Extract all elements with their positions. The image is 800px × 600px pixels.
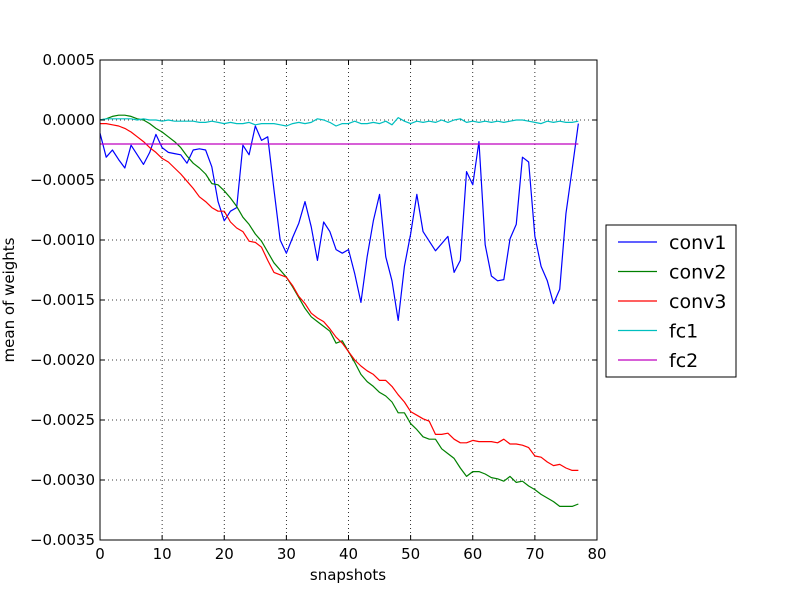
y-tick-label: −0.0020: [30, 351, 95, 369]
series-line-fc1: [99, 116, 579, 127]
x-tick-label: 30: [277, 545, 296, 563]
y-tick-label: 0.0005: [43, 51, 96, 69]
series-line-conv2: [99, 114, 579, 507]
y-tick-label: −0.0005: [30, 171, 95, 189]
x-tick-label: 40: [339, 545, 358, 563]
x-tick-label: 0: [95, 545, 105, 563]
legend-label-conv2: conv2: [669, 262, 726, 284]
y-tick-label: 0.0000: [43, 111, 96, 129]
legend-label-conv1: conv1: [669, 232, 726, 254]
y-tick-label: −0.0010: [30, 231, 95, 249]
grid: [100, 60, 597, 540]
x-axis-label: snapshots: [310, 566, 386, 584]
x-tick-label: 10: [153, 545, 172, 563]
legend-items: conv1 conv2 conv3 fc1 fc2: [618, 232, 726, 372]
x-tick-label: 60: [463, 545, 482, 563]
legend-label-fc1: fc1: [669, 321, 698, 343]
y-axis-label: mean of weights: [0, 237, 18, 362]
ticks: 0 10 20 30 40 50 60 70 80 0.0005 0.0000 −0.0005 −0.0…: [30, 51, 607, 563]
legend-label-fc2: fc2: [669, 350, 698, 372]
x-tick-label: 70: [525, 545, 544, 563]
x-tick-label: 80: [587, 545, 606, 563]
x-tick-label: 50: [401, 545, 420, 563]
legend: conv1 conv2 conv3 fc1 fc2: [605, 224, 737, 378]
y-tick-label: −0.0030: [30, 471, 95, 489]
series-line-conv3: [100, 122, 579, 471]
y-tick-label: −0.0025: [30, 411, 95, 429]
y-tick-label: −0.0035: [30, 531, 95, 549]
x-tick-label: 20: [215, 545, 234, 563]
series-line-conv1: [99, 123, 579, 321]
y-tick-label: −0.0015: [30, 291, 95, 309]
legend-label-conv3: conv3: [669, 291, 726, 313]
series-layer: [99, 114, 579, 507]
